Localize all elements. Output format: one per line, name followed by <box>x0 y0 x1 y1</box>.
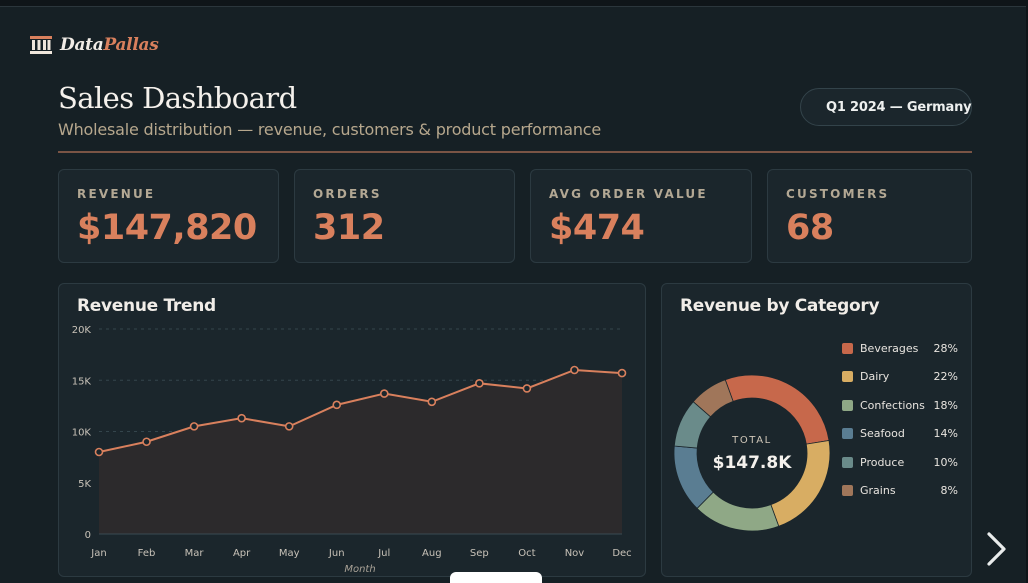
legend-name: Grains <box>860 483 896 497</box>
kpi-label: REVENUE <box>77 187 156 201</box>
data-point[interactable] <box>570 365 579 375</box>
x-tick-label: Mar <box>185 548 205 559</box>
x-tick-label: Sep <box>470 548 489 559</box>
x-tick-label: Jun <box>328 548 345 559</box>
legend-item-beverages[interactable]: Beverages 28% <box>842 340 958 356</box>
y-tick-label: 20K <box>72 325 92 336</box>
data-point[interactable] <box>237 413 246 423</box>
legend-item-confections[interactable]: Confections 18% <box>842 397 958 413</box>
brand-name-part1: Data <box>60 35 104 55</box>
revenue-by-category-chart: TOTAL $147.8K <box>673 374 831 532</box>
kpi-value: $147,820 <box>77 208 257 248</box>
revenue-trend-panel: 0 5K 10K 15K 20K Jan Feb Mar Apr May Jun Jul Aug Sep O… <box>58 283 646 577</box>
donut-center-value: $147.8K <box>713 453 793 473</box>
x-tick-label: Jul <box>377 548 390 559</box>
donut-slice-beverages[interactable] <box>724 374 830 445</box>
data-point[interactable] <box>617 368 627 378</box>
legend-percent: 8% <box>940 483 958 497</box>
legend-percent: 22% <box>933 369 958 383</box>
kpi-label: CUSTOMERS <box>786 187 890 201</box>
legend-name: Beverages <box>860 341 919 355</box>
x-tick-label: Jan <box>90 548 106 559</box>
period-label: Q1 2024 — Germany <box>826 99 972 115</box>
kpi-value: $474 <box>549 208 645 248</box>
legend-percent: 10% <box>933 455 958 469</box>
data-point[interactable] <box>427 397 437 407</box>
revenue-line <box>98 368 623 453</box>
page-subtitle: Wholesale distribution — revenue, custom… <box>58 120 602 139</box>
data-point[interactable] <box>332 400 342 410</box>
donut-slice-grains[interactable] <box>692 379 734 418</box>
legend-swatch <box>842 342 853 354</box>
legend-item-dairy[interactable]: Dairy 22% <box>842 368 958 384</box>
kpi-value: 68 <box>786 208 834 248</box>
legend-name: Produce <box>860 455 905 469</box>
y-tick-label: 10K <box>72 428 92 439</box>
legend-name: Confections <box>860 398 925 412</box>
data-point[interactable] <box>189 422 199 431</box>
revenue-area-fill <box>99 370 622 534</box>
pillar-icon <box>30 36 52 54</box>
legend-name: Dairy <box>860 369 890 383</box>
revenue-trend-title: Revenue Trend <box>77 296 216 316</box>
data-point[interactable] <box>379 389 389 398</box>
header-divider <box>58 151 972 153</box>
legend-swatch <box>842 370 853 382</box>
legend-percent: 18% <box>933 398 958 412</box>
revenue-by-category-panel: TOTAL $147.8K Revenue by Category Beverag… <box>661 283 972 577</box>
legend-swatch <box>842 399 853 411</box>
legend-percent: 28% <box>933 341 958 355</box>
brand-logo: DataPallas <box>30 35 159 55</box>
x-tick-label: Oct <box>518 548 535 559</box>
kpi-value: 312 <box>313 208 385 248</box>
donut-center-label: TOTAL <box>731 435 772 446</box>
legend-item-grains[interactable]: Grains 8% <box>842 482 958 498</box>
x-tick-label: May <box>279 548 300 559</box>
brand-name-part2: Pallas <box>103 35 159 55</box>
revenue-trend-chart: 0 5K 10K 15K 20K Jan Feb Mar Apr May Jun Jul Aug Sep O… <box>72 325 632 575</box>
data-point[interactable] <box>522 384 532 393</box>
legend-swatch <box>842 456 853 468</box>
kpi-label: AVG ORDER VALUE <box>549 187 708 201</box>
chevron-right-icon[interactable] <box>984 531 1008 567</box>
bottom-handle[interactable] <box>450 572 542 583</box>
data-point[interactable] <box>475 379 484 388</box>
data-point[interactable] <box>142 437 151 447</box>
legend-name: Seafood <box>860 426 905 440</box>
x-tick-label: Dec <box>612 548 631 559</box>
kpi-card-revenue: REVENUE $147,820 <box>58 169 279 263</box>
revenue-by-category-title: Revenue by Category <box>680 296 880 316</box>
legend-item-seafood[interactable]: Seafood 14% <box>842 425 958 441</box>
kpi-card-avg-order-value: AVG ORDER VALUE $474 <box>530 169 752 263</box>
brand-name: DataPallas <box>60 35 159 55</box>
period-filter-pill[interactable]: Q1 2024 — Germany <box>800 88 972 126</box>
x-tick-label: Feb <box>138 548 156 559</box>
legend-item-produce[interactable]: Produce 10% <box>842 454 958 470</box>
kpi-card-customers: CUSTOMERS 68 <box>767 169 972 263</box>
y-tick-label: 15K <box>72 376 92 387</box>
x-tick-label: Aug <box>422 548 442 559</box>
legend-swatch <box>842 427 853 439</box>
kpi-card-orders: ORDERS 312 <box>294 169 515 263</box>
legend-percent: 14% <box>933 426 958 440</box>
x-axis-label: Month <box>344 564 375 575</box>
x-tick-label: Apr <box>233 548 251 559</box>
data-point[interactable] <box>284 422 294 431</box>
y-tick-label: 5K <box>78 479 91 490</box>
y-tick-label: 0 <box>85 530 91 541</box>
x-tick-label: Nov <box>565 548 585 559</box>
page-title: Sales Dashboard <box>58 81 297 115</box>
legend-swatch <box>842 484 853 496</box>
data-point[interactable] <box>94 447 104 457</box>
dashboard-frame: DataPallas Sales Dashboard Wholesale dis… <box>0 6 1026 583</box>
donut-slice-confections[interactable] <box>696 491 780 532</box>
kpi-label: ORDERS <box>313 187 382 201</box>
